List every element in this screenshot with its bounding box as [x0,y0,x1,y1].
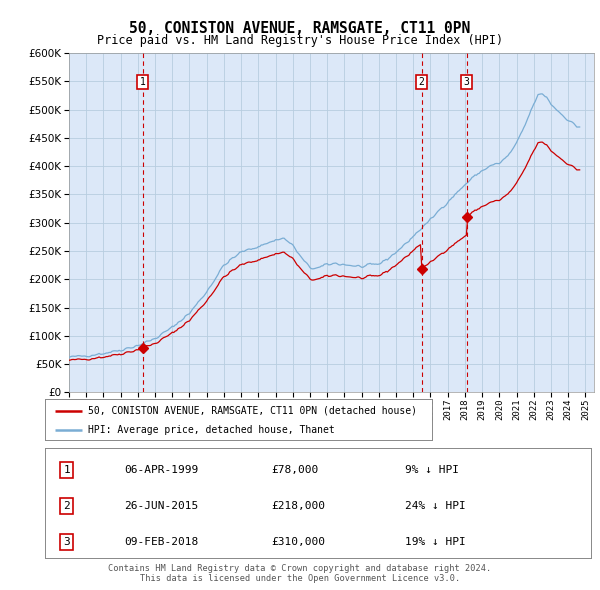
Text: HPI: Average price, detached house, Thanet: HPI: Average price, detached house, Than… [88,425,334,434]
Text: 24% ↓ HPI: 24% ↓ HPI [406,502,466,512]
Text: 3: 3 [64,537,70,548]
Text: 3: 3 [464,77,470,87]
Text: 26-JUN-2015: 26-JUN-2015 [124,502,199,512]
Text: 1: 1 [64,466,70,475]
Text: 50, CONISTON AVENUE, RAMSGATE, CT11 0PN: 50, CONISTON AVENUE, RAMSGATE, CT11 0PN [130,21,470,35]
Text: 50, CONISTON AVENUE, RAMSGATE, CT11 0PN (detached house): 50, CONISTON AVENUE, RAMSGATE, CT11 0PN … [88,406,416,416]
Text: 2: 2 [419,77,425,87]
Text: 09-FEB-2018: 09-FEB-2018 [124,537,199,548]
Text: £218,000: £218,000 [272,502,326,512]
Text: 2: 2 [64,502,70,512]
Text: Contains HM Land Registry data © Crown copyright and database right 2024.
This d: Contains HM Land Registry data © Crown c… [109,563,491,583]
Text: Price paid vs. HM Land Registry's House Price Index (HPI): Price paid vs. HM Land Registry's House … [97,34,503,47]
Text: 1: 1 [140,77,145,87]
Text: £310,000: £310,000 [272,537,326,548]
Text: 9% ↓ HPI: 9% ↓ HPI [406,466,460,475]
Text: 06-APR-1999: 06-APR-1999 [124,466,199,475]
Text: £78,000: £78,000 [272,466,319,475]
Text: 19% ↓ HPI: 19% ↓ HPI [406,537,466,548]
